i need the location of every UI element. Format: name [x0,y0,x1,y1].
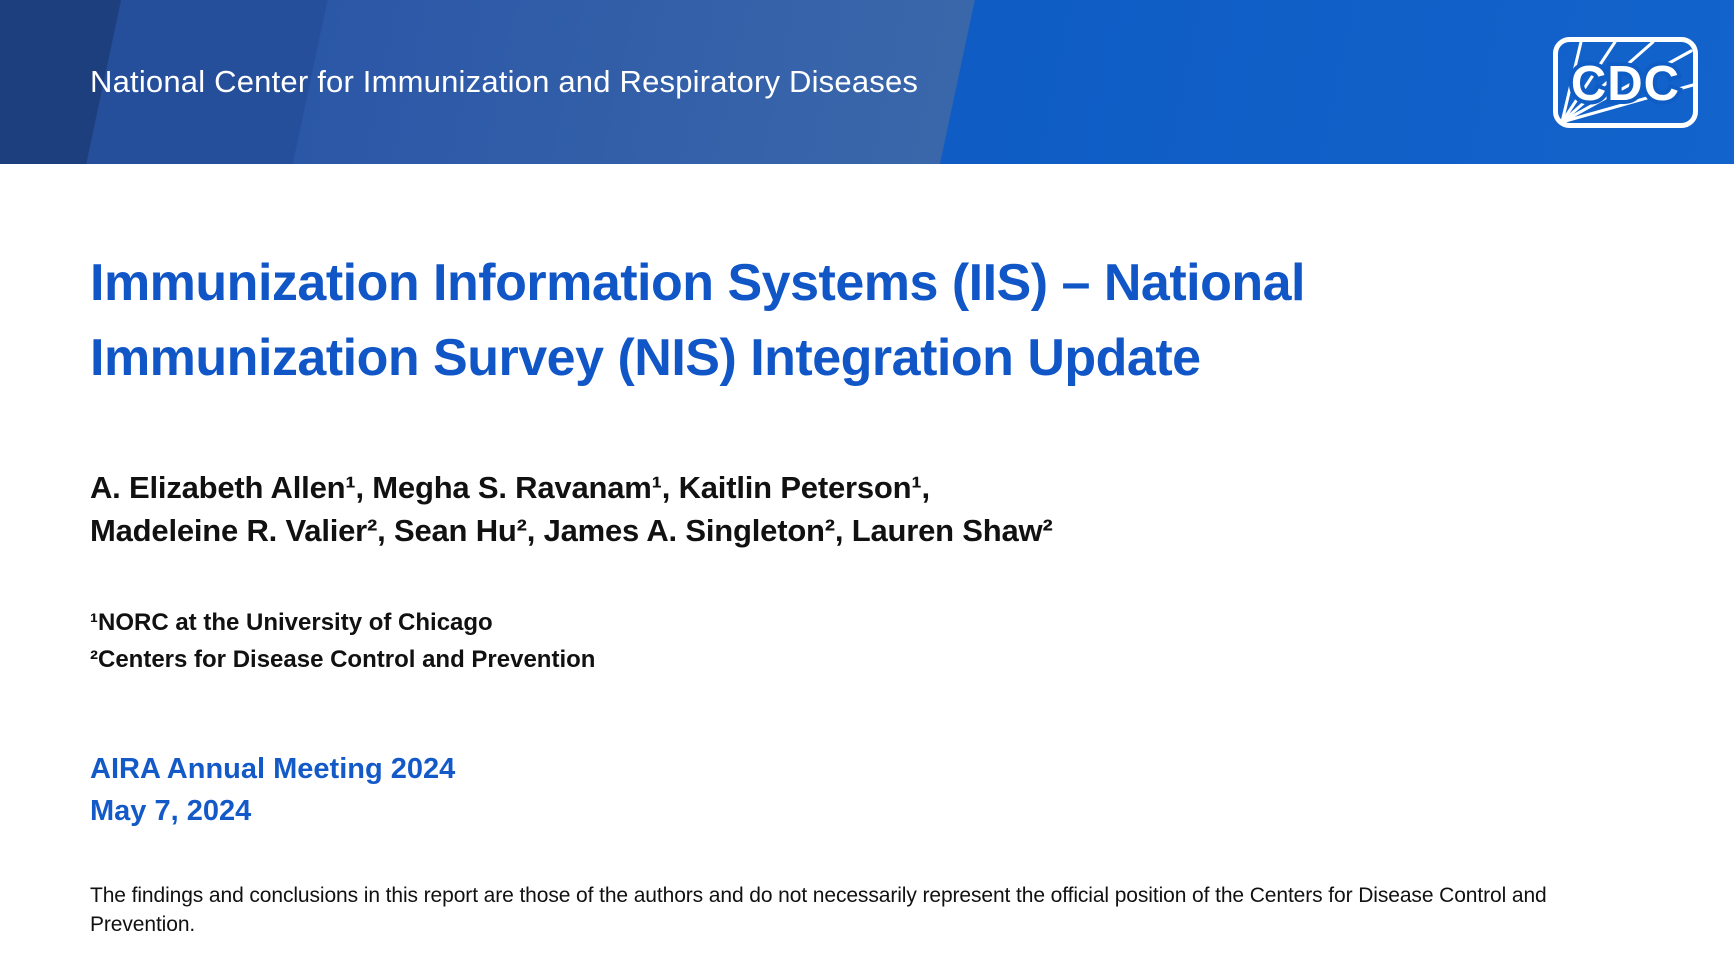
cdc-logo-frame [1553,37,1698,128]
meeting-block: AIRA Annual Meeting 2024 May 7, 2024 [90,748,1734,832]
authors-line-1: A. Elizabeth Allen¹, Megha S. Ravanam¹, … [90,470,930,505]
slide-title-line-2: Immunization Survey (NIS) Integration Up… [90,329,1201,387]
meeting-name: AIRA Annual Meeting 2024 [90,753,456,785]
meeting-date: May 7, 2024 [90,795,252,827]
cdc-logo-text: CDC [1571,57,1680,111]
affiliations-block: ¹NORC at the University of Chicago ²Cent… [90,604,1734,678]
slide-title-line-1: Immunization Information Systems (IIS) –… [90,254,1306,312]
slide-title: Immunization Information Systems (IIS) –… [90,246,1734,396]
slide-content: Immunization Information Systems (IIS) –… [0,246,1734,939]
header-banner: National Center for Immunization and Res… [0,0,1734,164]
cdc-logo-graphic: CDC [1553,37,1698,128]
cdc-logo-rays [1560,40,1695,124]
authors-block: A. Elizabeth Allen¹, Megha S. Ravanam¹, … [90,466,1734,552]
org-name: National Center for Immunization and Res… [90,64,919,99]
cdc-logo: CDC [1553,37,1698,128]
disclaimer-text: The findings and conclusions in this rep… [90,884,1547,936]
affiliation-1: ¹NORC at the University of Chicago [90,609,493,636]
affiliation-2: ²Centers for Disease Control and Prevent… [90,646,596,673]
authors-line-2: Madeleine R. Valier², Sean Hu², James A.… [90,513,1053,548]
